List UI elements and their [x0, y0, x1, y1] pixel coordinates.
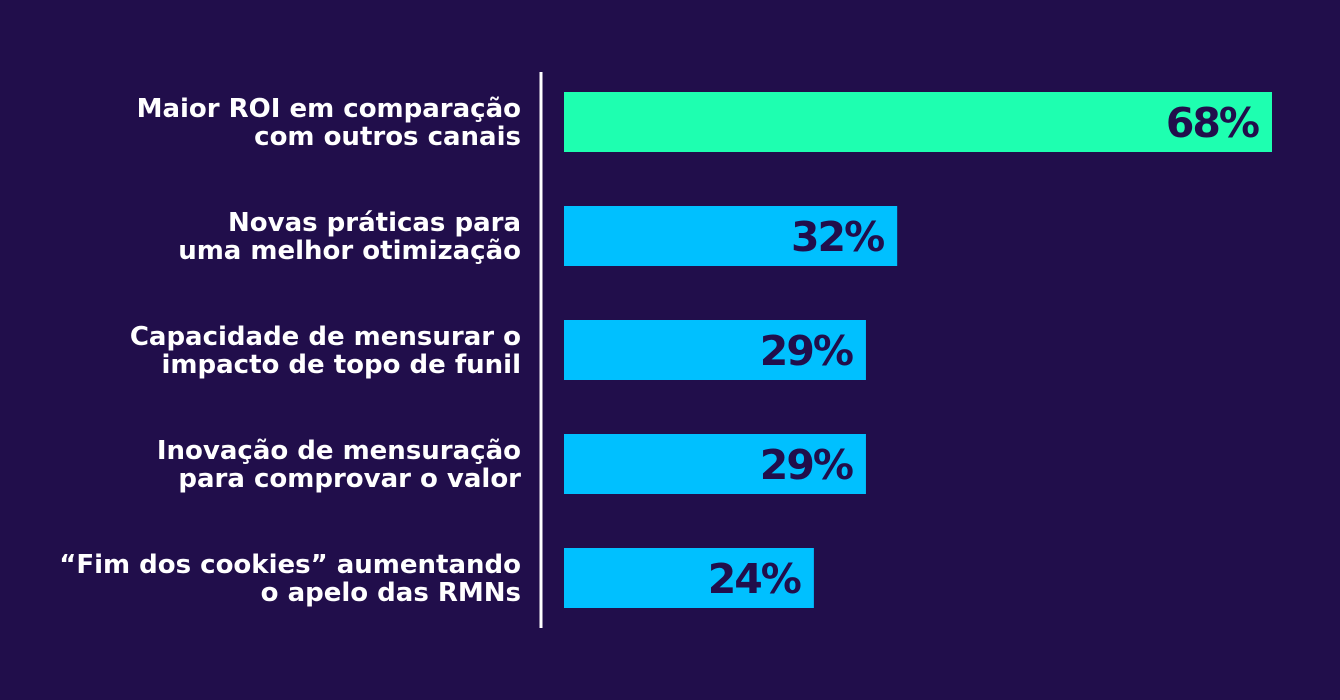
bar-value-label: 29%: [760, 441, 853, 489]
category-label-line: com outros canais: [254, 122, 521, 152]
bar: [564, 320, 866, 380]
bar: [564, 434, 866, 494]
bar-value-label: 32%: [791, 213, 884, 261]
bar-value-label: 24%: [708, 555, 801, 603]
category-label-line: impacto de topo de funil: [162, 350, 521, 380]
category-label-line: o apelo das RMNs: [261, 578, 521, 608]
bar: [564, 206, 898, 266]
category-label-line: “Fim dos cookies” aumentando: [59, 550, 521, 580]
category-label-line: Maior ROI em comparação: [137, 94, 521, 124]
category-label-line: Inovação de mensuração: [157, 436, 521, 466]
category-label-line: uma melhor otimização: [178, 236, 521, 266]
category-label-line: para comprovar o valor: [178, 464, 521, 494]
category-label-line: Capacidade de mensurar o: [130, 322, 521, 352]
bar-value-label: 68%: [1166, 99, 1259, 147]
bar-value-label: 29%: [760, 327, 853, 375]
bar: [564, 92, 1272, 152]
category-label-line: Novas práticas para: [228, 208, 521, 238]
bar: [564, 548, 814, 608]
